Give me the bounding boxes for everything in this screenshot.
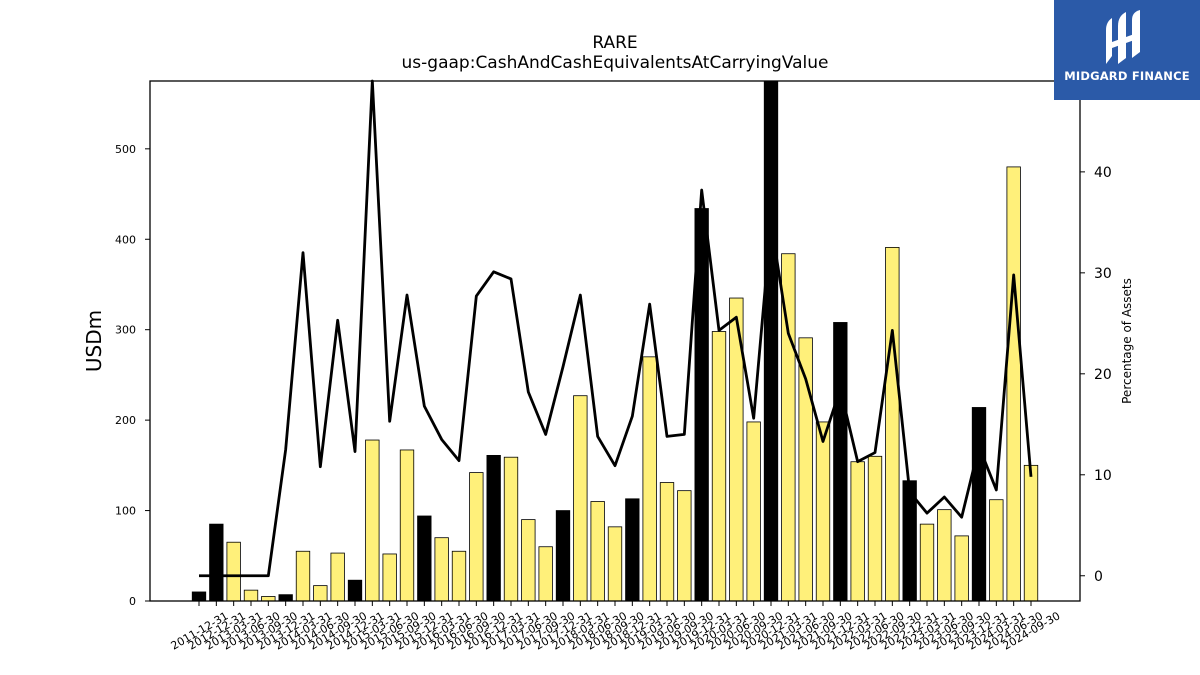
right-tick-label: 20 <box>1094 367 1112 383</box>
bar-2017-03-31 <box>503 456 519 602</box>
bar-2013-12-31 <box>278 594 293 602</box>
bar-2013-09-30 <box>261 596 276 602</box>
bar-2023-12-31 <box>971 407 987 602</box>
chart-subtitle: us-gaap:CashAndCashEquivalentsAtCarrying… <box>402 53 829 73</box>
y-axis-label-right: Percentage of Assets <box>1120 278 1134 404</box>
bar-2015-03-31 <box>365 439 380 602</box>
bar-2021-12-31 <box>833 322 848 602</box>
bar-2024-09-30 <box>1023 464 1039 602</box>
bar-2019-03-31 <box>642 356 657 602</box>
bar-2014-09-30 <box>330 552 345 602</box>
x-axis: 2011-12-312012-12-312013-03-312013-06-30… <box>169 601 1063 653</box>
right-y-axis: 0 10 20 30 40 <box>1080 165 1112 585</box>
bar-2014-06-30 <box>313 585 328 602</box>
left-y-axis: 0 100 200 300 400 500 <box>115 143 150 608</box>
bar-2018-12-31 <box>625 498 640 602</box>
chart-title: RARE <box>592 33 637 53</box>
bar-series <box>191 80 1039 602</box>
midgard-logo-icon <box>1106 10 1140 64</box>
bar-2019-06-30 <box>659 482 675 602</box>
midgard-finance-logo: MIDGARD FINANCE <box>1054 0 1200 100</box>
bar-2017-09-30 <box>538 546 553 602</box>
bar-2020-09-30 <box>746 421 761 602</box>
right-tick-label: 10 <box>1094 468 1112 484</box>
bar-2024-03-31 <box>989 499 1004 602</box>
bar-2022-09-30 <box>885 246 900 602</box>
line-series <box>199 79 1033 578</box>
bar-2016-06-30 <box>451 550 467 602</box>
right-tick-label: 0 <box>1094 569 1103 585</box>
bar-2011-12-31 <box>191 591 207 602</box>
bar-2023-09-30 <box>954 535 969 602</box>
logo-text: MIDGARD FINANCE <box>1064 69 1190 83</box>
left-tick-label: 100 <box>115 505 136 518</box>
bar-2016-03-31 <box>434 537 449 602</box>
left-tick-label: 0 <box>129 595 136 608</box>
bar-2020-03-31 <box>711 331 727 602</box>
left-tick-label: 500 <box>115 143 136 156</box>
bar-2018-06-30 <box>590 501 605 602</box>
bar-2017-12-31 <box>555 510 571 602</box>
y-axis-label-left: USDm <box>82 310 106 372</box>
right-tick-label: 30 <box>1094 266 1112 282</box>
bar-2022-06-30 <box>867 455 883 602</box>
percentage-of-assets-line <box>199 79 1033 578</box>
bar-2019-09-30 <box>677 490 692 602</box>
left-tick-label: 300 <box>115 324 136 337</box>
bar-2012-12-31 <box>209 523 224 602</box>
bar-2018-03-31 <box>573 395 588 602</box>
bar-2015-06-30 <box>382 553 397 602</box>
bar-2022-03-31 <box>850 461 865 602</box>
bar-2023-06-30 <box>937 509 952 602</box>
bar-2016-12-31 <box>486 454 501 602</box>
bar-2023-03-31 <box>919 523 935 602</box>
bar-2020-12-31 <box>763 80 779 602</box>
bar-2014-12-31 <box>347 579 363 602</box>
bar-2013-03-31 <box>226 541 241 602</box>
bar-2024-06-30 <box>1006 166 1021 602</box>
right-tick-label: 40 <box>1094 165 1112 181</box>
bar-2014-03-31 <box>295 550 311 602</box>
left-tick-label: 200 <box>115 414 136 427</box>
bar-2015-09-30 <box>399 449 415 602</box>
bar-2018-09-30 <box>607 526 623 602</box>
bar-2013-06-30 <box>243 589 259 602</box>
bar-2017-06-30 <box>521 519 536 602</box>
bar-2015-12-31 <box>417 515 432 602</box>
bar-2021-09-30 <box>815 421 831 602</box>
left-tick-label: 400 <box>115 233 136 246</box>
bar-2016-09-30 <box>469 472 484 602</box>
